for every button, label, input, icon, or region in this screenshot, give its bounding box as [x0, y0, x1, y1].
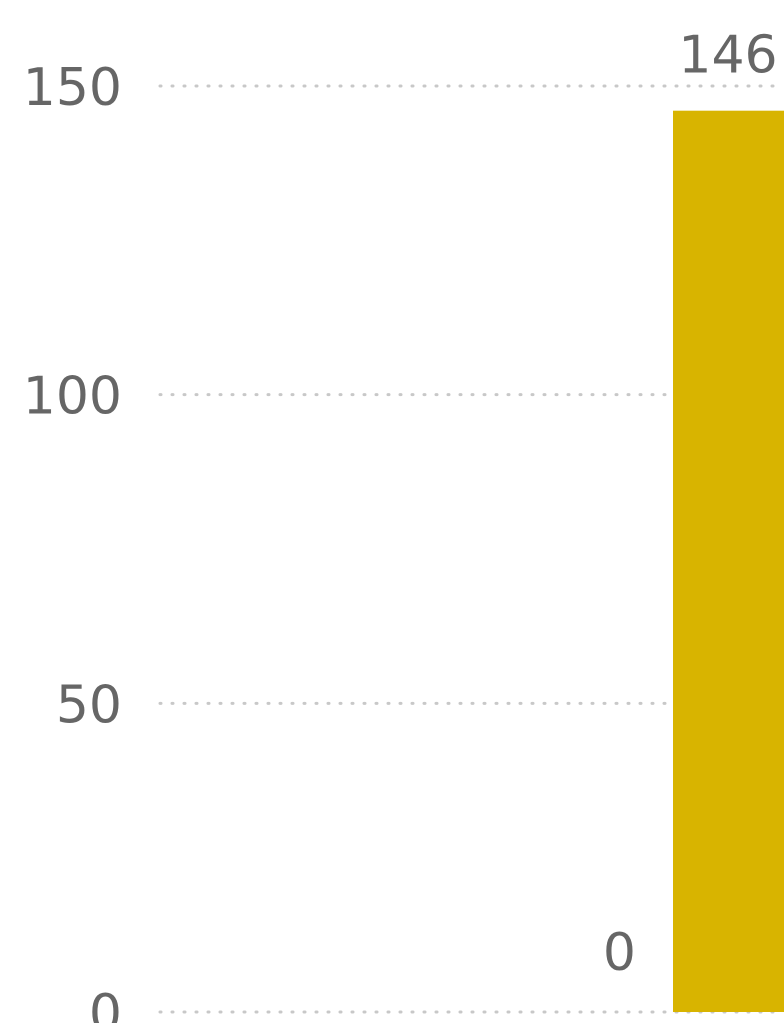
bar-value-label: 146	[678, 26, 777, 86]
bar	[673, 110, 784, 1012]
data-labels: 0 146	[603, 26, 778, 983]
gridlines	[158, 84, 784, 1014]
y-tick-label: 150	[23, 58, 122, 118]
y-tick-label: 100	[23, 367, 122, 427]
y-axis-tick-labels: 0 50 100 150	[23, 58, 122, 1023]
bar-value-label: 0	[603, 923, 636, 983]
bars	[673, 110, 784, 1012]
y-tick-label: 0	[89, 984, 122, 1023]
y-tick-label: 50	[56, 675, 122, 735]
